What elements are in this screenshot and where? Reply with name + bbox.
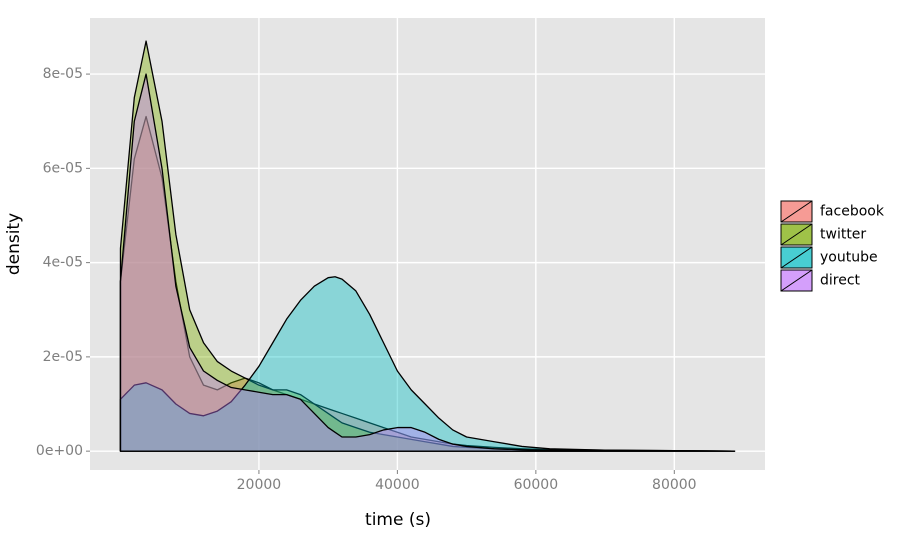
legend-slash bbox=[780, 223, 813, 246]
y-tick-label: 2e-05 bbox=[43, 349, 83, 365]
legend-slash bbox=[780, 200, 813, 223]
legend-label: twitter bbox=[820, 227, 866, 243]
legend-slash bbox=[780, 246, 813, 269]
y-axis-title: density bbox=[4, 213, 24, 275]
legend-label: youtube bbox=[820, 250, 878, 266]
legend-slash bbox=[780, 269, 813, 292]
density-area bbox=[119, 73, 736, 452]
y-tick-label: 6e-05 bbox=[43, 160, 83, 176]
y-tick-label: 8e-05 bbox=[43, 66, 83, 82]
x-tick-label: 60000 bbox=[514, 477, 559, 493]
plot-panel bbox=[90, 18, 765, 470]
y-tick-label: 4e-05 bbox=[43, 255, 83, 271]
x-tick-label: 20000 bbox=[237, 477, 282, 493]
legend-label: direct bbox=[820, 273, 861, 289]
x-axis-title: time (s) bbox=[365, 510, 431, 530]
x-tick-label: 40000 bbox=[375, 477, 420, 493]
density-area bbox=[119, 276, 736, 452]
legend-label: facebook bbox=[820, 204, 885, 220]
density-area bbox=[119, 115, 736, 452]
y-tick-label: 0e+00 bbox=[36, 443, 83, 459]
x-tick-label: 80000 bbox=[652, 477, 697, 493]
